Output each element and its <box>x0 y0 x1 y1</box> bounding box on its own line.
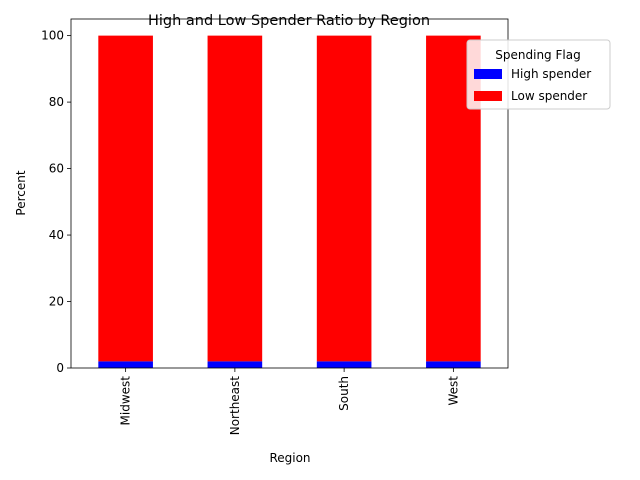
chart-title: High and Low Spender Ratio by Region <box>148 13 430 29</box>
x-axis: Midwest Northeast South West <box>119 368 460 436</box>
y-tick-label-100: 100 <box>41 29 64 43</box>
y-tick-label-40: 40 <box>49 228 64 242</box>
y-axis-label: Percent <box>14 170 28 215</box>
legend: Spending Flag High spender Low spender <box>466 39 611 110</box>
bar-west-high-spender <box>426 361 481 368</box>
y-axis: 0 20 40 60 80 100 <box>41 29 71 375</box>
legend-items: High spender Low spender <box>474 67 591 103</box>
bar-midwest-low-spender <box>98 35 153 362</box>
plot-frame <box>70 18 509 369</box>
y-tick-label-20: 20 <box>49 295 64 309</box>
bars-layer <box>98 35 481 368</box>
legend-title: Spending Flag <box>495 48 580 62</box>
x-tick-label-south: South <box>337 376 351 411</box>
y-tick-label-80: 80 <box>49 95 64 109</box>
bar-northeast-high-spender <box>207 361 263 368</box>
x-tick-label-midwest: Midwest <box>119 376 133 426</box>
bar-midwest-high-spender <box>98 361 153 368</box>
legend-box <box>466 39 611 110</box>
legend-label-high-spender: High spender <box>511 67 591 81</box>
y-tick-label-0: 0 <box>56 361 64 375</box>
x-tick-label-west: West <box>446 376 460 406</box>
legend-swatch-low-spender <box>474 91 502 101</box>
x-axis-label: Region <box>269 451 310 465</box>
bar-south-high-spender <box>316 361 372 368</box>
y-tick-label-60: 60 <box>49 162 64 176</box>
x-tick-label-northeast: Northeast <box>228 376 242 436</box>
bar-northeast-low-spender <box>207 35 263 362</box>
legend-label-low-spender: Low spender <box>511 89 587 103</box>
legend-swatch-high-spender <box>474 69 502 79</box>
bar-south-low-spender <box>316 35 372 362</box>
